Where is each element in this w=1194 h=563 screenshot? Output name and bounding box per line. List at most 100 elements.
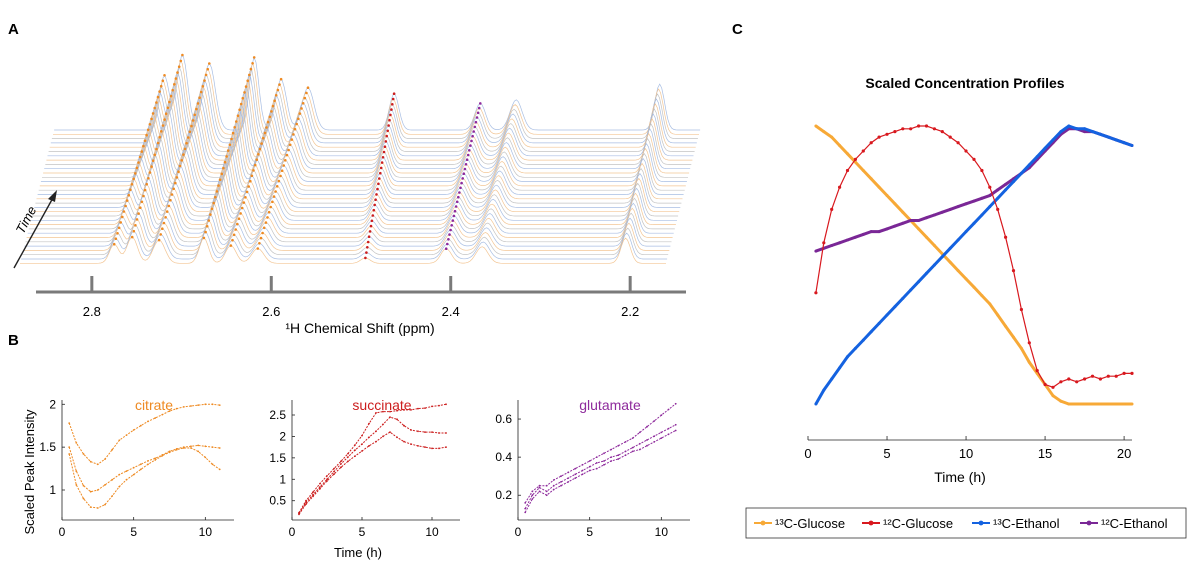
citrate-data-point: [90, 506, 92, 508]
citrate-data-point: [197, 404, 199, 406]
citrate-peak-marker: [295, 123, 298, 126]
glutamate-peak-marker: [457, 196, 460, 199]
citrate-peak-marker: [257, 153, 260, 156]
c-data-point: [909, 127, 912, 130]
succinate-data-point: [354, 444, 356, 446]
c-data-point: [1083, 403, 1086, 406]
c-data-point: [1059, 130, 1062, 133]
c-data-point: [830, 208, 833, 211]
citrate-peak-marker: [287, 149, 290, 152]
succinate-series-line: [299, 417, 446, 513]
citrate-peak-marker: [246, 79, 249, 82]
citrate-peak-marker: [262, 137, 265, 140]
c-data-point: [973, 222, 976, 225]
glutamate-data-point: [660, 437, 662, 439]
c-data-point: [1067, 403, 1070, 406]
citrate-peak-marker: [157, 142, 160, 145]
glutamate-peak-marker: [472, 130, 475, 133]
glutamate-peak-marker: [476, 116, 479, 119]
glutamate-data-point: [553, 489, 555, 491]
succinate-peak-marker: [364, 257, 367, 260]
succinate-series-line: [299, 432, 446, 514]
succinate-data-point: [312, 491, 314, 493]
succinate-data-point: [312, 496, 314, 498]
citrate-peak-marker: [137, 161, 140, 164]
citrate-data-point: [204, 403, 206, 405]
c-data-point: [901, 297, 904, 300]
citrate-peak-marker: [149, 171, 152, 174]
glutamate-data-point: [625, 454, 627, 456]
shift-axis-tick-label: 2.2: [621, 304, 639, 319]
citrate-peak-marker: [149, 123, 152, 126]
succinate-data-point: [298, 514, 300, 516]
glutamate-data-point: [675, 430, 677, 432]
glutamate-data-point: [567, 477, 569, 479]
c-data-point: [893, 202, 896, 205]
citrate-data-point: [183, 447, 185, 449]
c-data-point: [862, 149, 865, 152]
citrate-peak-marker: [147, 129, 150, 132]
citrate-data-point: [68, 446, 70, 448]
citrate-peak-marker: [307, 86, 310, 89]
c-data-point: [886, 194, 889, 197]
c-data-point: [988, 194, 991, 197]
glutamate-data-point: [539, 485, 541, 487]
citrate-peak-marker: [121, 216, 124, 219]
citrate-peak-marker: [219, 178, 222, 181]
glutamate-data-point: [632, 437, 634, 439]
legend-label: ¹³C-Glucose: [775, 516, 845, 531]
citrate-data-point: [97, 507, 99, 509]
c-data-point: [1020, 347, 1023, 350]
x-tick-label: 0: [515, 525, 522, 539]
citrate-peak-marker: [172, 188, 175, 191]
c-data-point: [1020, 308, 1023, 311]
succinate-data-point: [326, 475, 328, 477]
citrate-data-point: [176, 449, 178, 451]
y-tick-label: 0.6: [495, 412, 512, 426]
glutamate-data-point: [610, 456, 612, 458]
succinate-data-point: [361, 443, 363, 445]
citrate-peak-marker: [189, 131, 192, 134]
citrate-peak-marker: [257, 247, 260, 250]
citrate-peak-marker: [176, 71, 179, 74]
succinate-data-point: [382, 436, 384, 438]
c-data-point: [870, 330, 873, 333]
citrate-peak-marker: [137, 212, 140, 215]
panel-b-letter: B: [8, 332, 19, 349]
succinate-data-point: [347, 460, 349, 462]
citrate-data-point: [83, 485, 85, 487]
x-tick-label: 0: [59, 525, 66, 539]
succinate-data-point: [438, 448, 440, 450]
succinate-data-point: [375, 441, 377, 443]
glutamate-peak-marker: [450, 224, 453, 227]
citrate-peak-marker: [176, 176, 179, 179]
c-data-point: [1083, 127, 1086, 130]
citrate-peak-marker: [163, 118, 166, 121]
citrate-data-point: [83, 498, 85, 500]
succinate-data-point: [319, 483, 321, 485]
succinate-peak-marker: [372, 214, 375, 217]
c-data-point: [1083, 377, 1086, 380]
citrate-peak-marker: [236, 223, 239, 226]
c-data-point: [1059, 380, 1062, 383]
citrate-peak-marker: [131, 236, 134, 239]
c-data-point: [917, 124, 920, 127]
citrate-peak-marker: [230, 244, 233, 247]
citrate-data-point: [176, 408, 178, 410]
c-x-tick-label: 5: [883, 446, 890, 461]
citrate-peak-marker: [265, 221, 268, 224]
c-data-point: [1028, 361, 1031, 364]
c-data-point: [1107, 403, 1110, 406]
c-data-point: [1131, 144, 1134, 147]
glutamate-peak-marker: [471, 135, 474, 138]
c-data-point: [917, 280, 920, 283]
glutamate-peak-marker: [458, 191, 461, 194]
c-data-point: [957, 269, 960, 272]
citrate-data-point: [147, 421, 149, 423]
glutamate-data-point: [603, 452, 605, 454]
citrate-peak-marker: [247, 185, 250, 188]
legend-label: ¹²C-Glucose: [883, 516, 953, 531]
citrate-data-point: [190, 447, 192, 449]
citrate-peak-marker: [278, 180, 281, 183]
succinate-peak-marker: [376, 188, 379, 191]
